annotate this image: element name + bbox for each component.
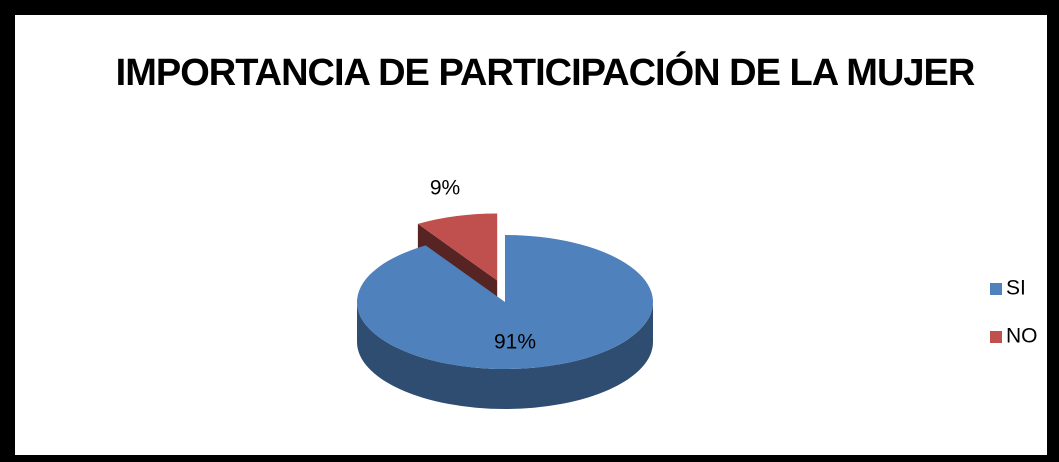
- legend-label: SI: [1006, 277, 1026, 300]
- pie-slice: [357, 235, 653, 369]
- legend-label: NO: [1006, 325, 1038, 348]
- pie-slice: [417, 213, 498, 281]
- chart-title: IMPORTANCIA DE PARTICIPACIÓN DE LA MUJER: [115, 52, 976, 94]
- data-label: 9%: [430, 177, 460, 200]
- slice-side: [357, 302, 653, 409]
- legend-swatch: [990, 283, 1002, 295]
- legend-swatch: [990, 331, 1002, 343]
- data-label: 91%: [494, 331, 536, 354]
